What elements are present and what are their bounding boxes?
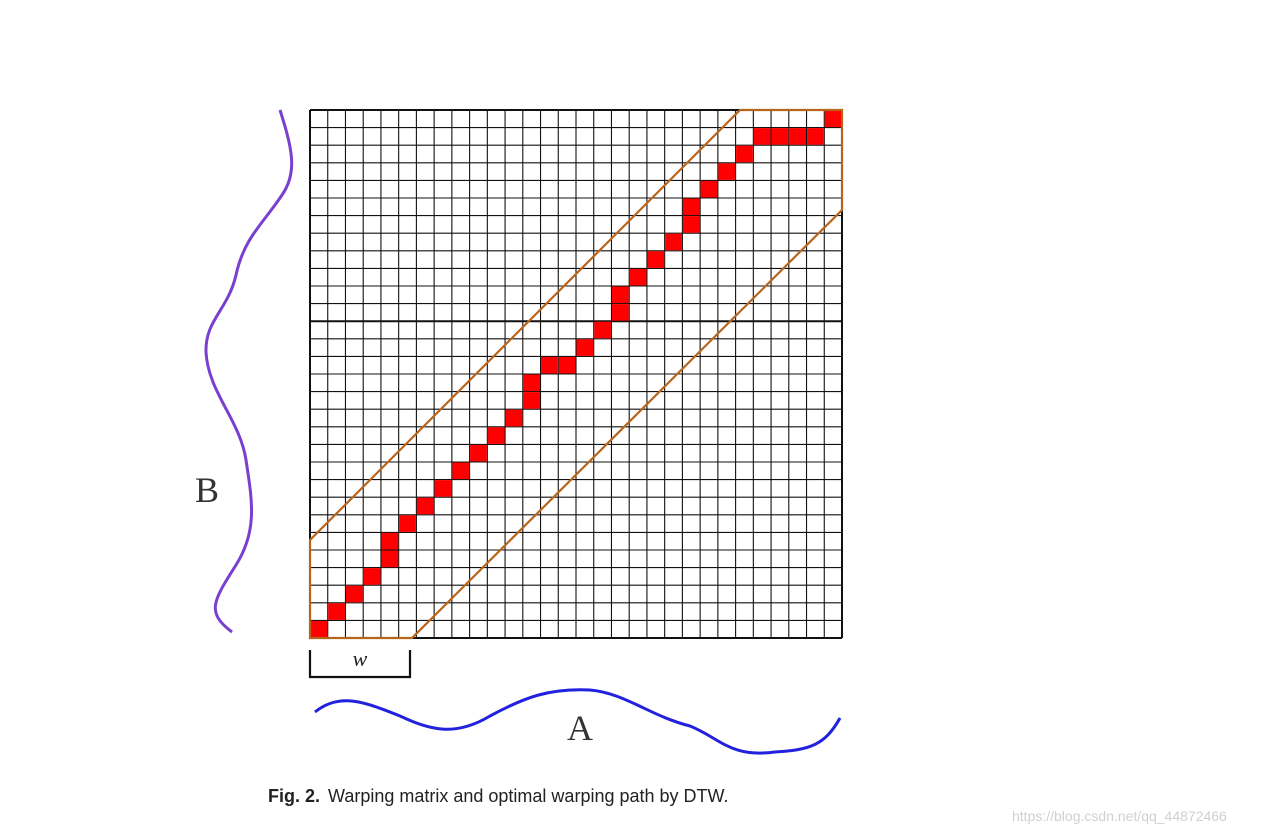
series-b-curve xyxy=(204,109,294,634)
warping-path-cell xyxy=(629,268,647,286)
warping-path-cell xyxy=(647,251,665,268)
warping-path-cell xyxy=(700,180,718,198)
warping-path-cell xyxy=(558,356,576,374)
warping-path-cell xyxy=(470,444,487,462)
warping-path-cell xyxy=(736,145,753,163)
source-watermark: https://blog.csdn.net/qq_44872466 xyxy=(1012,808,1227,824)
warping-matrix-grid xyxy=(309,109,843,639)
warping-path-cell xyxy=(665,233,682,251)
warping-path-cell xyxy=(576,339,594,356)
warping-path-cell xyxy=(399,515,416,532)
warping-path-cell xyxy=(771,128,789,145)
window-width-bracket xyxy=(308,650,412,679)
series-b-label: B xyxy=(195,470,219,510)
series-a-curve xyxy=(314,688,842,755)
window-width-label: w xyxy=(353,646,368,671)
sakoe-chiba-window-band xyxy=(308,108,844,640)
warping-path-cell xyxy=(824,110,842,128)
warping-path-cell xyxy=(363,568,381,585)
warping-path-cell xyxy=(310,620,328,638)
warping-path-cell xyxy=(682,198,700,216)
optimal-warping-path xyxy=(310,110,842,638)
warping-path-cell xyxy=(452,462,470,480)
figure-caption: Fig. 2. Warping matrix and optimal warpin… xyxy=(268,786,729,807)
caption-text: Warping matrix and optimal warping path … xyxy=(328,786,729,806)
series-a-label: A xyxy=(567,708,593,748)
warping-path-cell xyxy=(594,321,611,339)
warping-path-cell xyxy=(807,128,824,145)
warping-path-cell xyxy=(381,532,399,550)
warping-path-cell xyxy=(487,427,505,444)
warping-path-cell xyxy=(345,585,363,603)
warping-path-cell xyxy=(523,374,541,392)
warping-path-cell xyxy=(682,216,700,233)
warping-path-cell xyxy=(434,480,452,497)
warping-path-cell xyxy=(611,304,629,321)
warping-path-cell xyxy=(789,128,807,145)
warping-path-cell xyxy=(328,603,345,620)
warping-path-cell xyxy=(416,497,434,515)
figure-number: Fig. 2. xyxy=(268,786,321,806)
warping-path-cell xyxy=(381,550,399,568)
warping-path-cell xyxy=(611,286,629,304)
warping-path-cell xyxy=(541,356,558,374)
warping-path-cell xyxy=(753,128,771,145)
warping-path-cell xyxy=(523,392,541,409)
warping-path-cell xyxy=(505,409,523,427)
warping-path-cell xyxy=(718,163,736,180)
